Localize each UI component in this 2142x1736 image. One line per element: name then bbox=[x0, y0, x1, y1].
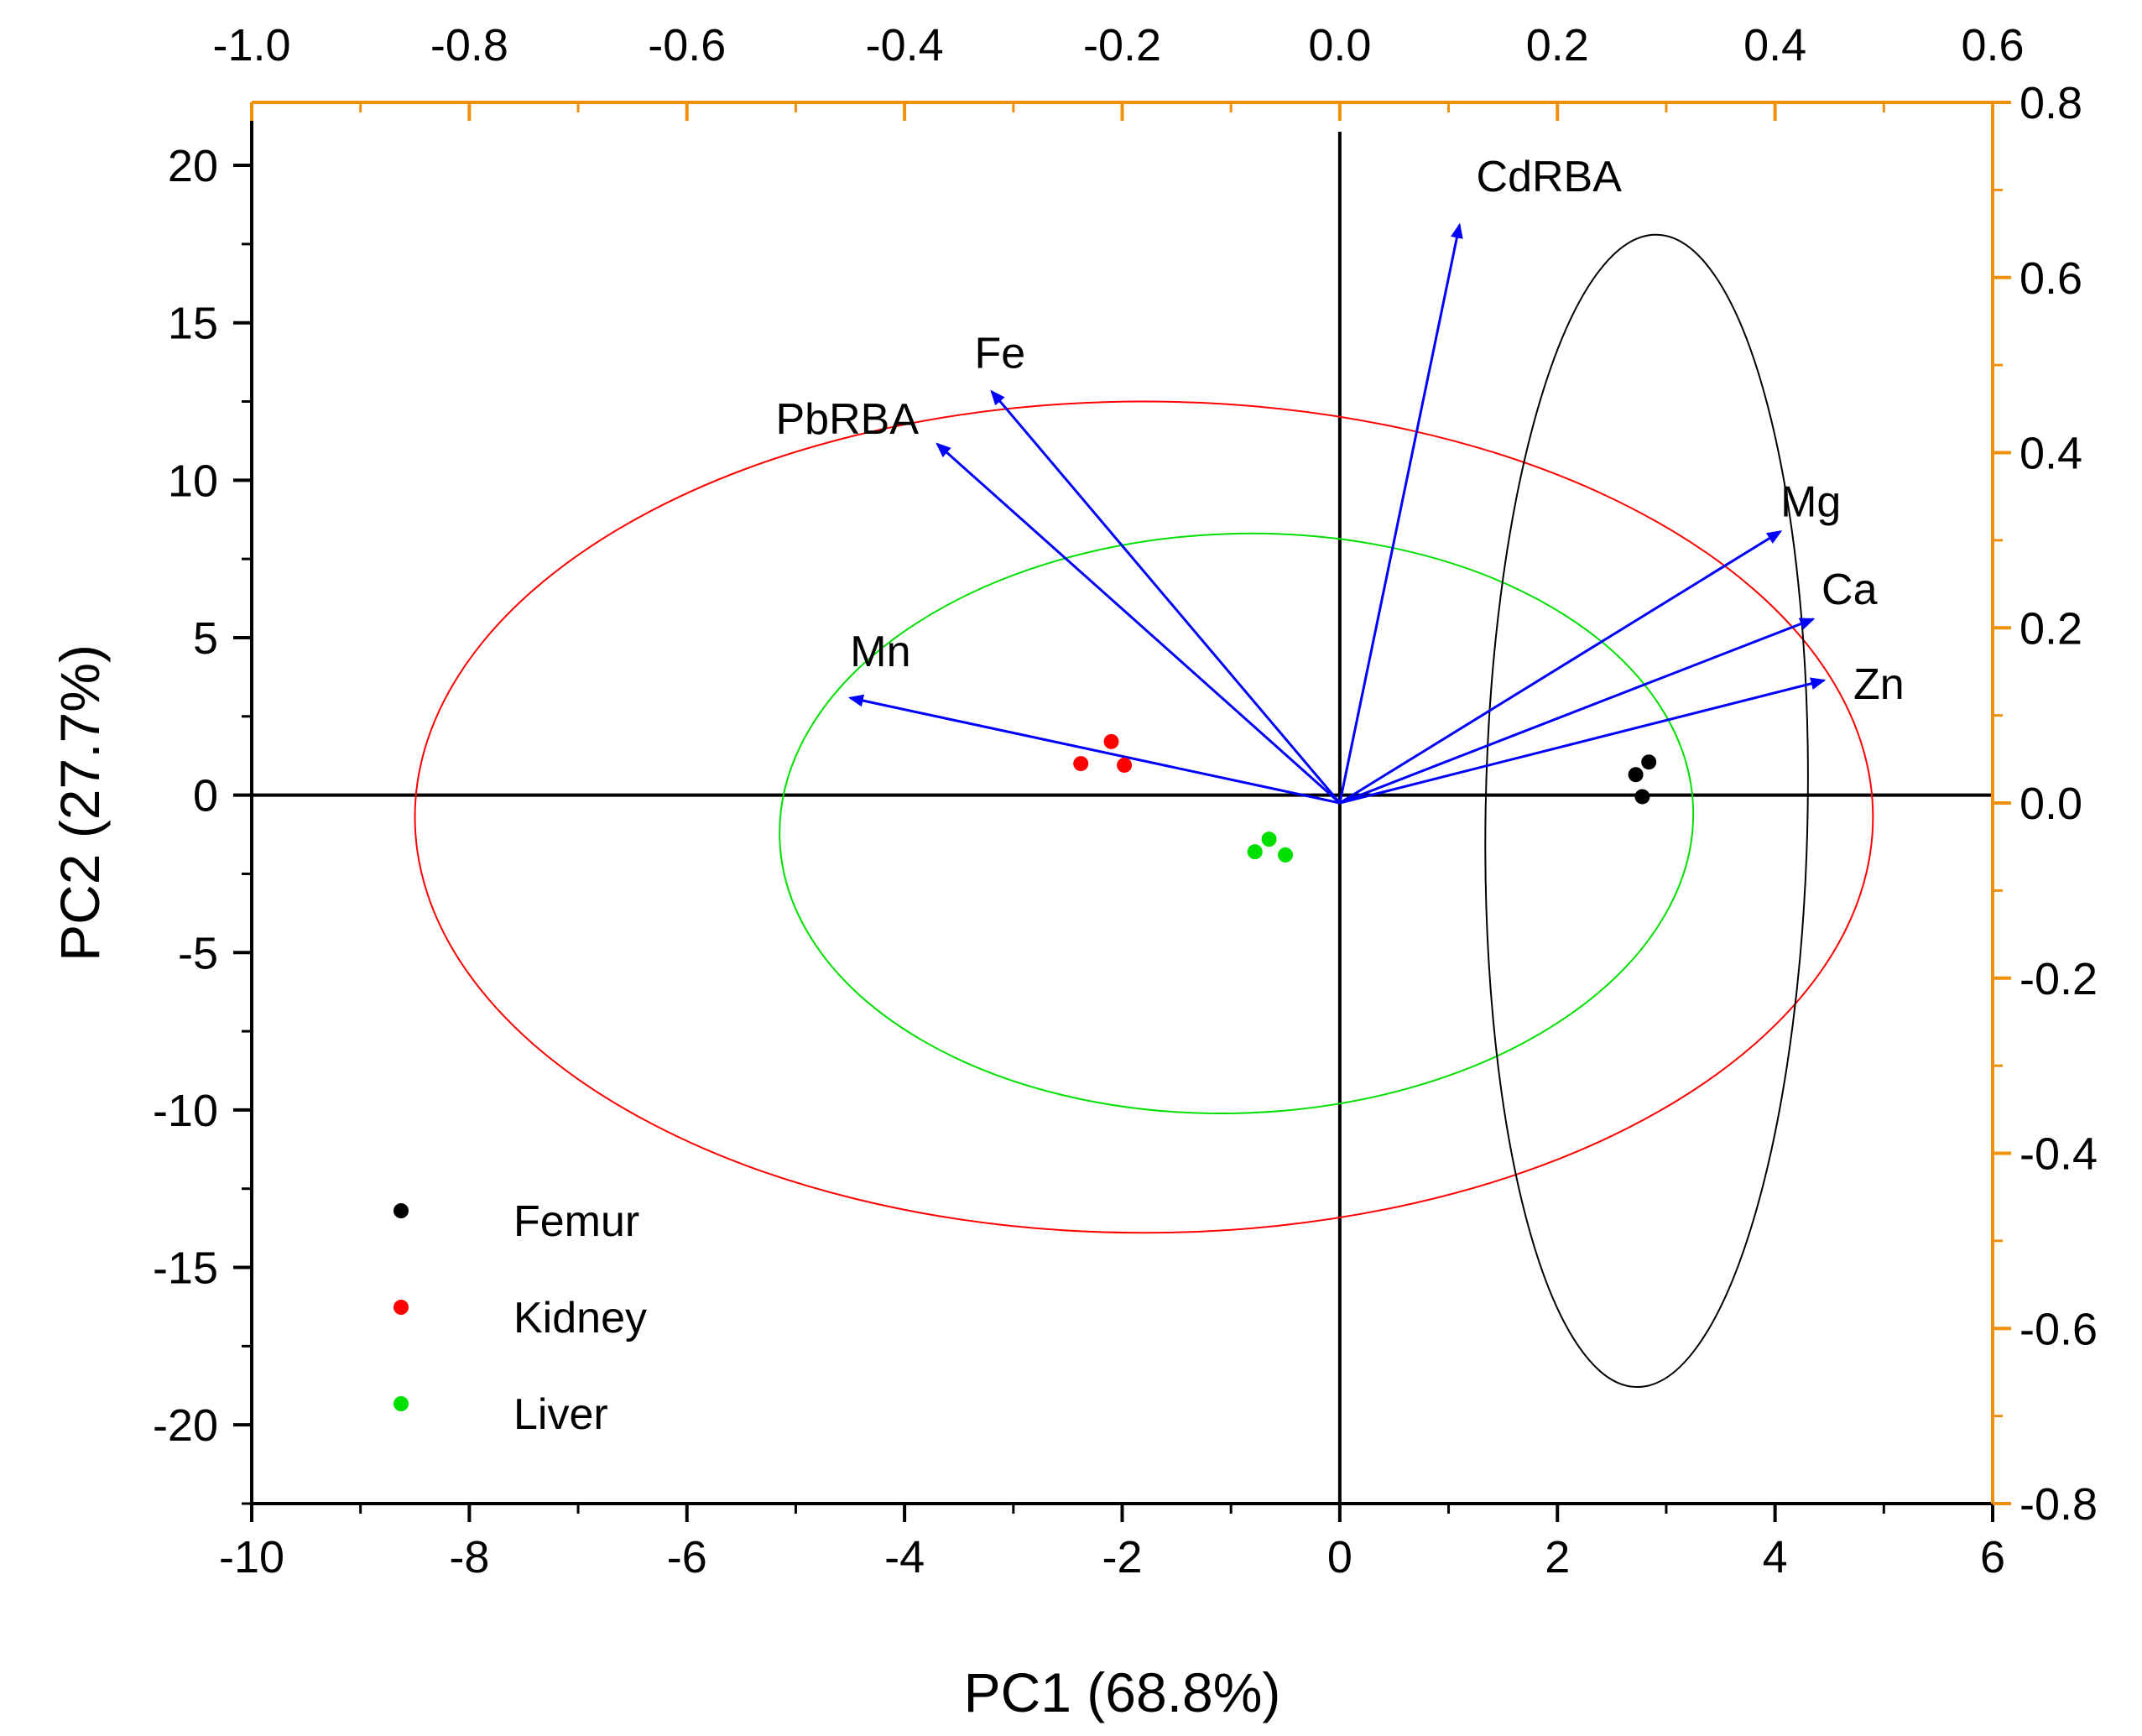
point-femur bbox=[1634, 789, 1650, 805]
top-tick-label: -0.6 bbox=[648, 20, 726, 70]
point-liver bbox=[1247, 844, 1263, 860]
legend-label-liver: Liver bbox=[513, 1390, 608, 1439]
x-tick-label: 4 bbox=[1763, 1532, 1788, 1582]
top-tick-label: -0.8 bbox=[430, 20, 508, 70]
legend-marker-kidney bbox=[393, 1300, 409, 1315]
point-femur bbox=[1628, 767, 1644, 783]
loading-arrow-ca bbox=[1339, 618, 1816, 805]
y-tick-label: 0 bbox=[193, 771, 218, 821]
loading-label-fe: Fe bbox=[975, 329, 1026, 378]
loading-arrow-zn bbox=[1339, 677, 1827, 805]
top-tick-label: -0.2 bbox=[1083, 20, 1161, 70]
loading-arrow-cdrba bbox=[1338, 222, 1463, 804]
x-tick-label: 2 bbox=[1545, 1532, 1570, 1582]
x-tick-label: -8 bbox=[449, 1532, 489, 1582]
right-tick-label: -0.4 bbox=[2020, 1129, 2098, 1180]
point-kidney bbox=[1117, 757, 1133, 773]
point-kidney bbox=[1073, 756, 1089, 772]
x-tick-label: -6 bbox=[667, 1532, 707, 1582]
point-femur bbox=[1641, 754, 1657, 770]
legend-label-femur: Femur bbox=[513, 1197, 639, 1246]
y-tick-label: -20 bbox=[153, 1400, 218, 1451]
right-tick-label: 0.4 bbox=[2020, 429, 2082, 479]
loading-label-cdrba: CdRBA bbox=[1477, 153, 1623, 201]
score-points bbox=[1073, 733, 1657, 863]
right-tick-label: -0.8 bbox=[2020, 1479, 2098, 1530]
x-tick-label: -10 bbox=[219, 1532, 284, 1582]
point-liver bbox=[1278, 847, 1294, 863]
right-tick-label: 0.6 bbox=[2020, 253, 2082, 304]
loading-label-zn: Zn bbox=[1853, 660, 1905, 709]
y-tick-label: 5 bbox=[193, 613, 218, 664]
loading-arrow-fe bbox=[990, 389, 1342, 804]
legend: Femur Kidney Liver bbox=[393, 1197, 647, 1439]
legend-marker-liver bbox=[393, 1396, 409, 1411]
y-tick-label: -15 bbox=[153, 1243, 218, 1294]
right-tick-label: -0.6 bbox=[2020, 1304, 2098, 1354]
zero-lines bbox=[252, 132, 1993, 1504]
top-tick-label: -1.0 bbox=[212, 20, 290, 70]
y-tick-label: 20 bbox=[168, 141, 218, 191]
y-axis-title: PC2 (27.7%) bbox=[49, 644, 111, 962]
right-tick-label: 0.8 bbox=[2020, 78, 2082, 128]
y-tick-label: -10 bbox=[153, 1086, 218, 1136]
legend-marker-femur bbox=[393, 1203, 409, 1218]
point-liver bbox=[1261, 832, 1277, 847]
loading-arrow-mn bbox=[847, 694, 1341, 805]
loading-vectors: CdRBA Fe PbRBA Mn Mg Ca Zn bbox=[776, 153, 1905, 805]
x-tick-label: -4 bbox=[884, 1532, 925, 1582]
x-tick-label: 0 bbox=[1327, 1532, 1352, 1582]
loading-label-ca: Ca bbox=[1821, 566, 1878, 614]
y-tick-label: 15 bbox=[168, 299, 218, 349]
right-tick-label: 0.2 bbox=[2020, 603, 2082, 654]
right-tick-label: -0.2 bbox=[2020, 954, 2098, 1004]
ellipse-liver bbox=[779, 532, 1695, 1114]
x-tick-label: 6 bbox=[1980, 1532, 2005, 1582]
x-axis-title: PC1 (68.8%) bbox=[964, 1661, 1281, 1723]
loading-label-mn: Mn bbox=[850, 628, 910, 676]
x-tick-label: -2 bbox=[1102, 1532, 1142, 1582]
ellipse-femur bbox=[1484, 233, 1809, 1389]
legend-label-kidney: Kidney bbox=[513, 1294, 647, 1342]
top-tick-label: 0.6 bbox=[1961, 20, 2024, 70]
top-tick-label: 0.4 bbox=[1743, 20, 1806, 70]
point-kidney bbox=[1103, 733, 1119, 749]
ellipse-kidney bbox=[414, 400, 1874, 1234]
top-tick-label: 0.0 bbox=[1308, 20, 1371, 70]
confidence-ellipses bbox=[414, 233, 1874, 1389]
y-tick-label: -5 bbox=[178, 928, 218, 978]
top-tick-label: -0.4 bbox=[866, 20, 944, 70]
y-tick-label: 10 bbox=[168, 456, 218, 506]
top-tick-label: 0.2 bbox=[1526, 20, 1589, 70]
loading-arrow-mg bbox=[1339, 530, 1783, 805]
right-tick-label: 0.0 bbox=[2020, 779, 2082, 829]
loading-label-mg: Mg bbox=[1780, 477, 1841, 526]
loading-arrow-pbrba bbox=[935, 442, 1341, 805]
loading-label-pbrba: PbRBA bbox=[776, 395, 920, 444]
